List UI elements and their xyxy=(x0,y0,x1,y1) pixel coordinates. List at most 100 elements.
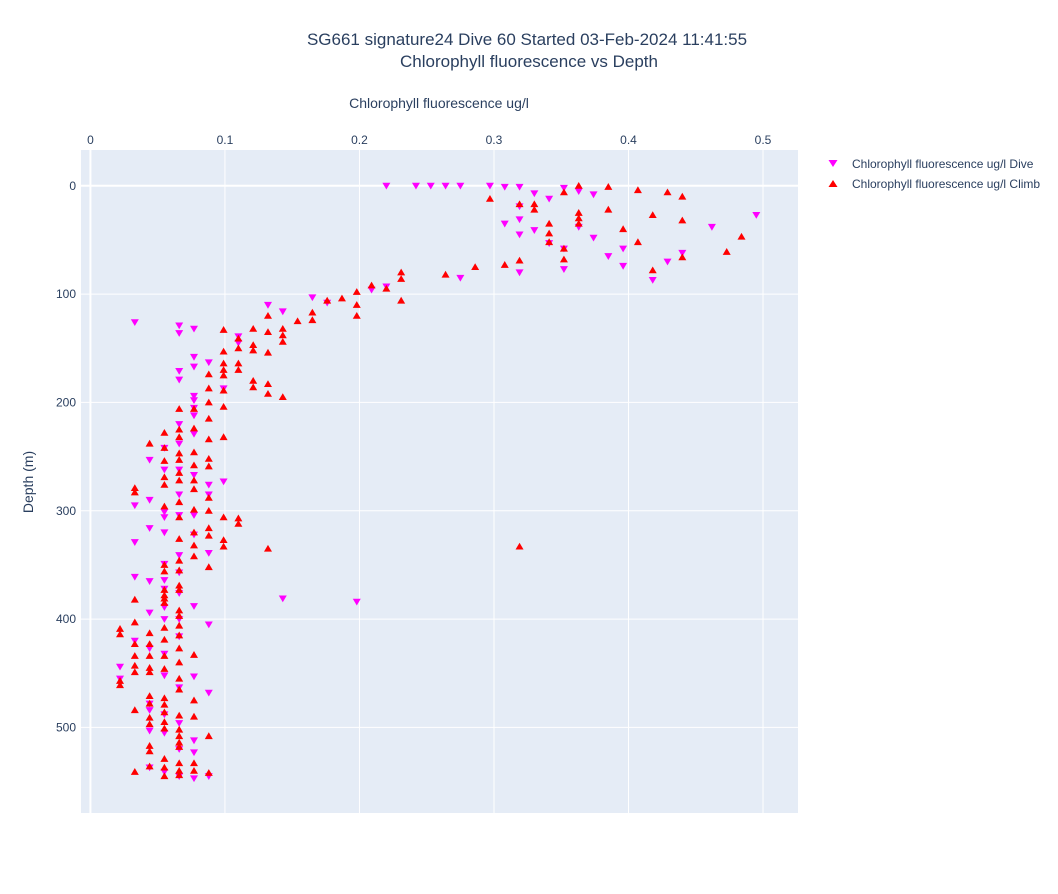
data-point xyxy=(530,200,539,208)
data-point xyxy=(500,261,509,268)
data-point xyxy=(145,525,154,532)
data-point xyxy=(471,263,480,270)
data-point xyxy=(500,183,509,191)
data-point xyxy=(145,713,154,721)
data-point xyxy=(160,672,169,680)
x-tick-label: 0 xyxy=(87,133,94,147)
data-point xyxy=(426,182,435,190)
x-tick-label: 0.1 xyxy=(217,133,234,147)
data-point xyxy=(219,542,228,550)
y-tick-label: 500 xyxy=(56,720,76,734)
x-tick-label: 0.4 xyxy=(620,133,637,147)
data-point xyxy=(545,229,554,237)
data-point xyxy=(175,449,184,457)
data-point xyxy=(352,598,361,606)
chart-title-line1: SG661 signature24 Dive 60 Started 03-Feb… xyxy=(307,30,747,49)
data-point xyxy=(308,294,317,302)
data-point xyxy=(204,462,213,470)
data-point xyxy=(175,322,184,330)
data-point xyxy=(189,363,198,371)
data-point xyxy=(160,635,169,643)
data-point xyxy=(604,183,613,190)
data-point xyxy=(145,720,154,728)
data-point xyxy=(219,433,228,441)
data-point xyxy=(234,334,243,342)
data-point xyxy=(574,214,583,222)
data-point xyxy=(130,768,139,775)
data-point xyxy=(589,191,598,199)
data-point xyxy=(574,209,583,216)
data-point xyxy=(234,514,243,522)
data-point xyxy=(574,188,583,195)
data-point xyxy=(175,476,184,484)
data-point xyxy=(678,253,687,261)
data-point xyxy=(352,288,361,295)
data-point xyxy=(619,262,628,270)
data-point xyxy=(189,541,198,549)
data-point xyxy=(160,529,169,537)
data-point xyxy=(160,729,169,737)
data-point xyxy=(145,664,154,671)
data-point xyxy=(707,223,716,231)
data-point xyxy=(145,645,154,653)
data-point xyxy=(367,286,376,294)
legend-item-climb[interactable]: Chlorophyll fluorescence ug/l Climb xyxy=(828,177,1041,191)
data-point xyxy=(160,502,169,510)
data-point xyxy=(160,577,169,584)
data-point xyxy=(278,393,287,400)
data-point xyxy=(545,195,554,203)
data-point xyxy=(678,216,687,224)
data-point xyxy=(219,478,228,486)
data-point xyxy=(160,567,169,575)
data-point xyxy=(663,188,672,196)
data-point xyxy=(160,466,169,474)
data-point xyxy=(175,766,184,774)
data-point xyxy=(633,186,642,194)
data-point xyxy=(604,253,613,260)
series-climb xyxy=(116,181,746,780)
data-point xyxy=(752,212,761,219)
data-point xyxy=(204,689,213,697)
data-point xyxy=(530,190,539,198)
data-point xyxy=(160,444,169,451)
data-point xyxy=(160,755,169,762)
data-point xyxy=(234,519,243,527)
data-point xyxy=(678,192,687,200)
chart-title-line2: Chlorophyll fluorescence vs Depth xyxy=(400,52,658,71)
legend-label-dive: Chlorophyll fluorescence ug/l Dive xyxy=(852,157,1034,171)
data-point xyxy=(189,476,198,484)
data-point xyxy=(263,348,272,356)
data-point xyxy=(263,311,272,319)
data-point xyxy=(189,448,198,456)
data-point xyxy=(278,308,287,316)
data-point xyxy=(160,616,169,623)
data-point xyxy=(204,506,213,514)
data-point xyxy=(204,481,213,489)
legend-item-dive[interactable]: Chlorophyll fluorescence ug/l Dive xyxy=(828,157,1034,171)
data-point xyxy=(130,484,139,491)
data-point xyxy=(441,182,450,190)
data-point xyxy=(204,414,213,422)
data-point xyxy=(189,737,198,745)
data-point xyxy=(189,712,198,720)
data-point xyxy=(175,552,184,559)
data-point xyxy=(263,544,272,552)
data-point xyxy=(160,473,169,481)
data-point xyxy=(545,219,554,227)
data-point xyxy=(160,561,169,568)
data-point xyxy=(175,631,184,639)
legend-marker-dive xyxy=(828,160,838,167)
data-point xyxy=(204,370,213,378)
data-point xyxy=(500,220,509,228)
data-point xyxy=(175,743,184,750)
y-axis-title: Depth (m) xyxy=(20,451,36,513)
data-point xyxy=(145,668,154,676)
data-point xyxy=(337,294,346,302)
data-point xyxy=(175,433,184,441)
legend[interactable]: Chlorophyll fluorescence ug/l Dive Chlor… xyxy=(828,157,1041,191)
data-point xyxy=(145,456,154,464)
data-point xyxy=(263,301,272,309)
legend-label-climb: Chlorophyll fluorescence ug/l Climb xyxy=(852,177,1040,191)
data-point xyxy=(574,181,583,189)
data-point xyxy=(130,573,139,581)
